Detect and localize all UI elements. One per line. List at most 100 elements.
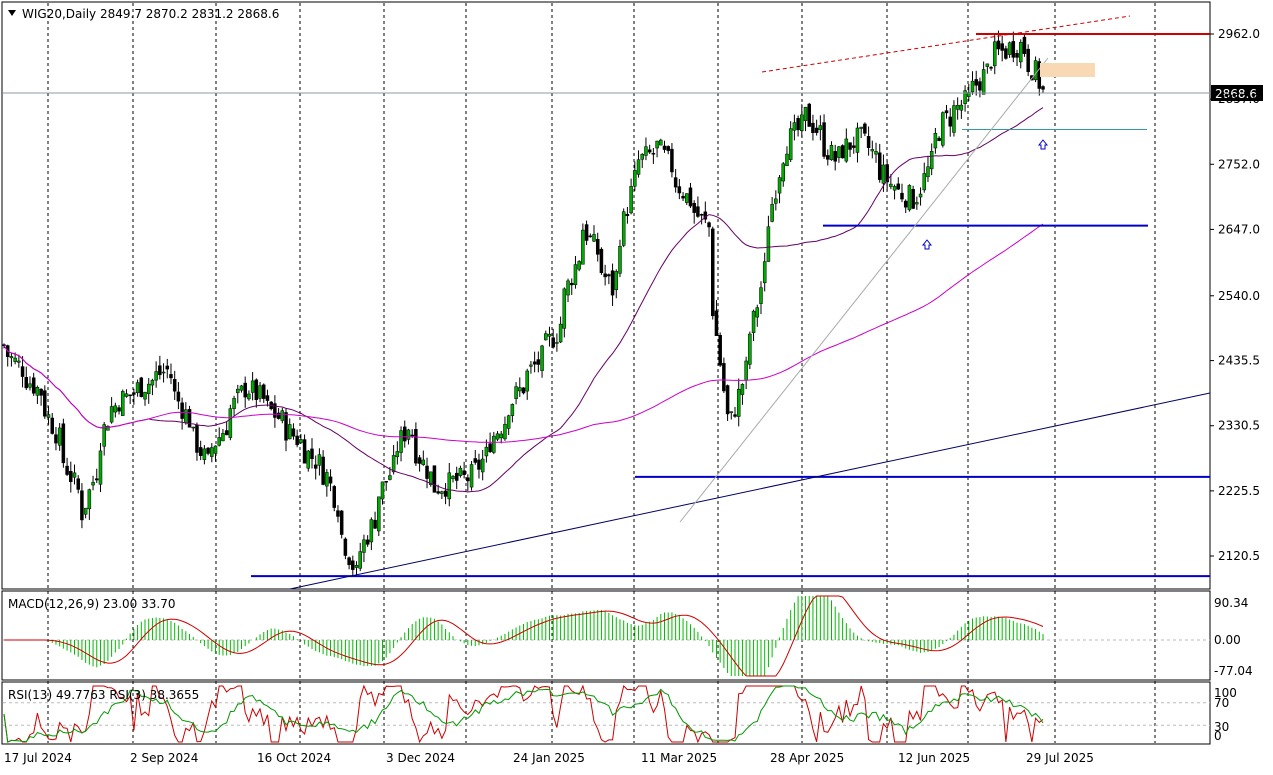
candle-body	[733, 414, 737, 417]
up-arrow-icon	[921, 239, 933, 250]
macd-axis-label: -77.04	[1214, 664, 1253, 678]
candle-body	[484, 446, 489, 457]
candle-body	[406, 429, 411, 440]
triangle-down-icon[interactable]	[8, 10, 16, 16]
candle-body	[306, 450, 311, 469]
candle-body	[1011, 41, 1016, 58]
candle-body	[900, 192, 904, 200]
current-price-tag	[1211, 85, 1263, 101]
candle-body	[915, 202, 919, 205]
channel-top-line	[761, 15, 1131, 73]
candle-body	[321, 456, 325, 485]
candle-body	[532, 361, 537, 365]
candle-body	[584, 224, 589, 241]
candle-body	[729, 411, 734, 413]
candle-body	[881, 164, 886, 184]
candle-body	[740, 384, 745, 395]
candle-body	[232, 398, 236, 409]
candle-body	[844, 138, 849, 162]
up-arrow-icon	[1037, 139, 1049, 150]
candle-body	[777, 177, 782, 194]
candle-body	[440, 491, 444, 494]
candle-body	[748, 333, 752, 365]
candle-body	[903, 200, 908, 208]
candle-body	[221, 433, 225, 442]
candle-body	[707, 222, 711, 228]
candle-body	[287, 424, 292, 440]
candle-body	[621, 211, 626, 246]
candle-body	[955, 105, 960, 110]
candle-body	[421, 459, 426, 466]
candle-body	[243, 382, 247, 398]
candle-body	[299, 439, 303, 444]
candle-body	[506, 415, 511, 429]
candle-body	[106, 425, 110, 431]
candle-body	[120, 391, 125, 416]
candle-body	[477, 459, 481, 470]
candle-body	[169, 374, 173, 379]
price-axis-label: 2857.0	[1218, 92, 1260, 106]
candle-body	[681, 195, 685, 199]
candle-body	[176, 391, 181, 402]
candle-body	[325, 472, 329, 487]
candle-body	[184, 409, 188, 424]
candle-body	[365, 539, 370, 545]
candle-body	[117, 407, 121, 412]
candle-body	[607, 274, 611, 277]
candle-body	[54, 434, 58, 444]
candle-body	[581, 229, 585, 265]
candle-body	[224, 430, 229, 436]
candle-body	[503, 423, 507, 440]
candle-body	[762, 261, 767, 284]
macd-header: MACD(12,26,9) 23.00 33.70	[8, 597, 175, 611]
candle-body	[391, 455, 396, 473]
candle-body	[625, 213, 630, 217]
price-axis-label: 2647.0	[1218, 222, 1260, 236]
candle-body	[187, 409, 192, 428]
candle-body	[492, 435, 496, 453]
candle-body	[57, 427, 62, 446]
candle-body	[595, 238, 600, 255]
candle-body	[265, 395, 270, 401]
candle-body	[43, 390, 47, 417]
candle-body	[540, 345, 544, 371]
candle-body	[128, 394, 132, 397]
candle-body	[473, 458, 478, 463]
price-axis-label: 2540.0	[1218, 289, 1260, 303]
candle-body	[428, 471, 433, 485]
candle-body	[180, 402, 184, 419]
candle-body	[354, 564, 359, 568]
candle-body	[250, 380, 255, 393]
candle-body	[480, 458, 485, 473]
candle-body	[395, 451, 400, 458]
candle-body	[788, 128, 793, 160]
candle-body	[273, 403, 277, 418]
candle-body	[573, 264, 578, 285]
candle-body	[109, 406, 114, 423]
candle-body	[807, 103, 811, 127]
ma-long-line	[3, 223, 1044, 443]
candle-body	[551, 337, 555, 348]
candle-body	[547, 333, 552, 337]
candle-body	[636, 159, 641, 175]
date-label: 17 Jul 2024	[4, 751, 72, 765]
candle-body	[985, 63, 990, 67]
candle-body	[61, 423, 66, 464]
price-axis-label: 2435.5	[1218, 354, 1260, 368]
candle-body	[202, 448, 207, 460]
candle-body	[380, 481, 385, 500]
candle-body	[937, 137, 941, 141]
candle-body	[989, 67, 993, 69]
candle-body	[447, 472, 452, 500]
candle-body	[495, 433, 500, 440]
candle-body	[688, 187, 693, 207]
candle-body	[399, 430, 403, 453]
price-layer: 2868.6	[2, 15, 1263, 590]
candle-body	[603, 273, 607, 278]
candle-body	[369, 519, 374, 543]
rsi13-line	[3, 685, 1044, 743]
candle-body	[870, 149, 875, 152]
candle-body	[165, 365, 170, 370]
